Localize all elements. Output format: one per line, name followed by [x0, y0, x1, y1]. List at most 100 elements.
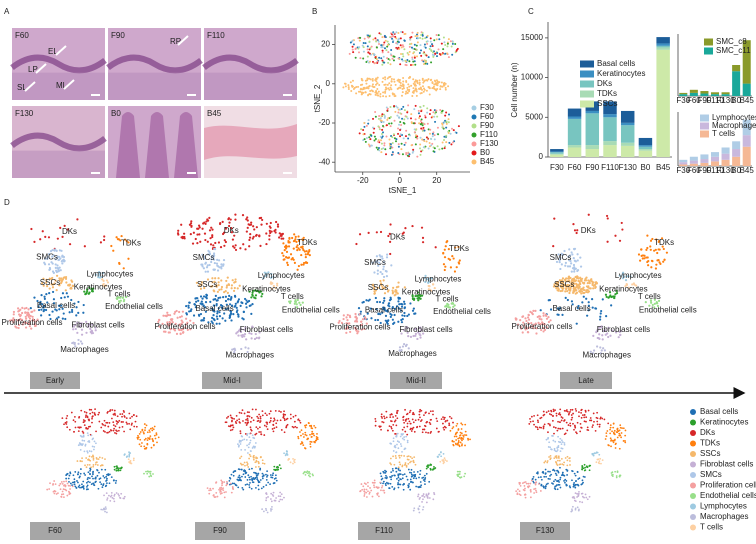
cluster-label: Lymphocytes: [258, 271, 305, 280]
cell-dot: [392, 59, 395, 62]
cell-dot: [577, 283, 580, 287]
cell-dot: [536, 419, 539, 422]
cell-dot: [397, 31, 400, 34]
bar-segment: [550, 154, 564, 157]
cell-dot: [580, 409, 583, 412]
cell-dot: [403, 421, 406, 424]
cell-dot: [607, 422, 610, 425]
cell-dot: [571, 508, 573, 511]
cell-dot: [381, 285, 384, 289]
cell-dot: [228, 316, 231, 320]
cell-dot: [430, 418, 432, 421]
cell-dot: [19, 313, 22, 317]
cell-dot: [258, 431, 261, 433]
cell-dot: [261, 410, 264, 413]
cell-dot: [216, 264, 219, 267]
cell-dot: [574, 425, 576, 428]
cell-dot: [454, 42, 457, 45]
bar-segment: [700, 91, 709, 94]
cell-dot: [66, 494, 69, 497]
cell-dot: [248, 486, 251, 489]
cell-dot: [96, 458, 98, 460]
cell-dot: [433, 115, 436, 118]
cell-dot: [288, 236, 291, 240]
cell-dot: [591, 282, 594, 285]
cell-dot: [422, 498, 424, 501]
cell-dot: [543, 461, 546, 464]
cell-dot: [591, 426, 594, 428]
cell-dot: [442, 252, 445, 255]
cell-dot: [233, 470, 236, 473]
cell-dot: [413, 131, 416, 134]
cell-dot: [383, 297, 386, 300]
bar-segment: [700, 93, 709, 96]
cell-dot: [390, 420, 393, 423]
cell-dot: [400, 321, 404, 324]
cell-dot: [594, 286, 597, 290]
cell-dot: [222, 258, 226, 262]
cell-dot: [388, 487, 391, 490]
cell-dot: [381, 257, 384, 260]
cell-dot: [269, 417, 272, 420]
cell-dot: [257, 417, 260, 420]
cluster-label: TDKs: [121, 238, 141, 247]
cell-dot: [662, 260, 665, 263]
cell-dot: [618, 330, 621, 333]
cell-dot: [587, 304, 590, 307]
y-axis-label: Cell number (n): [510, 62, 519, 117]
cell-dot: [215, 482, 217, 484]
cell-dot: [444, 88, 447, 91]
cell-dot: [406, 59, 409, 62]
cell-dot: [93, 484, 96, 487]
cell-dot: [201, 297, 204, 300]
cell-dot: [363, 122, 366, 125]
cell-dot: [63, 296, 66, 299]
papilla: [174, 112, 198, 178]
cell-dot: [380, 44, 383, 47]
cell-dot: [421, 124, 424, 127]
bar-segment: [585, 145, 600, 150]
cell-dot: [123, 454, 126, 456]
cell-dot: [385, 95, 388, 98]
cell-dot: [248, 436, 251, 438]
cell-dot: [400, 94, 403, 97]
cell-dot: [294, 298, 297, 302]
cell-dot: [442, 416, 444, 419]
cell-dot: [536, 315, 539, 319]
cell-dot: [385, 270, 388, 273]
cell-dot: [130, 462, 133, 465]
cell-dot: [91, 475, 93, 478]
cell-dot: [609, 428, 611, 431]
legend-label: Lymphocytes: [700, 502, 747, 511]
cell-dot: [255, 426, 258, 429]
cell-dot: [433, 147, 436, 150]
cell-dot: [249, 439, 252, 442]
cell-dot: [397, 151, 400, 154]
cell-dot: [382, 43, 385, 46]
cell-dot: [563, 461, 566, 464]
cell-dot: [428, 47, 431, 50]
cell-dot: [24, 315, 27, 318]
cell-dot: [587, 309, 590, 312]
cell-dot: [217, 281, 220, 284]
cell-dot: [92, 457, 95, 460]
cell-dot: [207, 321, 210, 324]
cell-dot: [406, 154, 409, 157]
cell-dot: [417, 112, 420, 115]
cell-dot: [270, 500, 273, 503]
bar-segment: [679, 164, 688, 166]
cell-dot: [424, 46, 427, 49]
legend-marker: [690, 514, 696, 520]
cell-dot: [179, 324, 182, 327]
cell-dot: [120, 467, 122, 470]
cell-dot: [217, 241, 221, 244]
cell-dot: [60, 279, 63, 282]
cell-dot: [569, 424, 572, 427]
cell-dot: [402, 105, 405, 108]
cell-dot: [439, 108, 442, 111]
cell-dot: [202, 267, 205, 270]
cell-dot: [211, 277, 214, 280]
cell-dot: [384, 83, 387, 86]
cell-dot: [360, 91, 363, 94]
cell-dot: [424, 280, 427, 283]
